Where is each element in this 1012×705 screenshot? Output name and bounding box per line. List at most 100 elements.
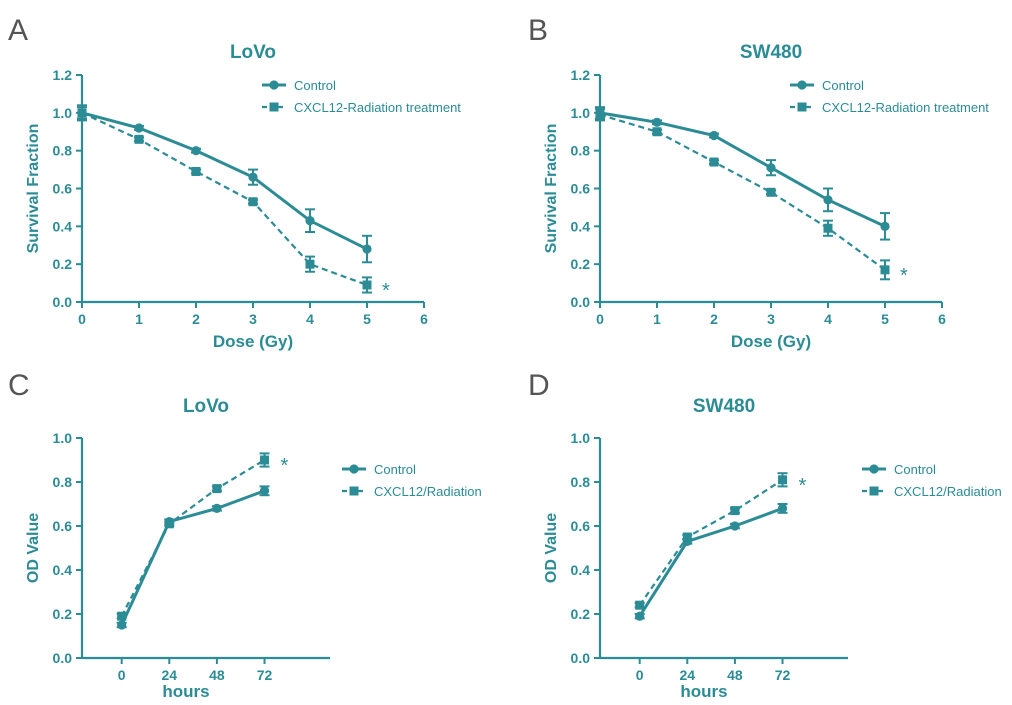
data-point [682, 532, 692, 542]
data-point [117, 620, 127, 630]
y-tick-label: 0.8 [571, 474, 591, 490]
legend-label: CXCL12-Radiation treatment [822, 100, 989, 115]
legend-marker [349, 464, 359, 474]
x-tick-label: 72 [775, 667, 791, 683]
y-tick-label: 0.4 [53, 562, 73, 578]
legend-label: CXCL12/Radiation [374, 484, 482, 499]
x-tick-label: 3 [767, 311, 775, 327]
significance-marker: * [900, 265, 908, 287]
chart-panel-b: B SW480 0.0 0.2 0.4 0.6 0.8 1.0 1.2 0 1 2 3 4 5 6 Dose (… [528, 14, 989, 351]
x-tick-label: 24 [162, 667, 178, 683]
y-tick-label: 1.2 [571, 67, 591, 83]
y-tick-label: 0.2 [53, 256, 73, 272]
panel-letter: C [8, 369, 30, 402]
legend-label: Control [374, 462, 416, 477]
x-axis-label: hours [680, 682, 727, 700]
legend: Control CXCL12-Radiation treatment [262, 78, 461, 115]
y-tick-label: 0.2 [571, 606, 591, 622]
data-point [362, 280, 372, 290]
series-circle [634, 503, 788, 621]
data-point [730, 506, 740, 516]
y-tick-label: 1.2 [53, 67, 73, 83]
y-tick-label: 0.0 [571, 650, 591, 666]
series-line [599, 113, 886, 271]
y-tick-label: 0.2 [53, 606, 73, 622]
chart-title: SW480 [693, 396, 755, 417]
series-square [634, 472, 788, 610]
data-point [652, 127, 662, 137]
y-axis-label: Survival Fraction [543, 124, 560, 254]
data-point [248, 197, 258, 207]
data-point [709, 130, 719, 141]
panel-letter: A [8, 14, 28, 47]
x-tick-label: 2 [710, 311, 718, 327]
x-tick-label: 1 [653, 311, 661, 327]
legend-label: Control [894, 462, 936, 477]
data-point [77, 108, 87, 118]
y-tick-label: 0.4 [571, 218, 591, 234]
data-point [117, 611, 127, 621]
x-tick-label: 5 [363, 311, 371, 327]
series-square [77, 106, 372, 294]
data-point [880, 221, 890, 231]
legend: Control CXCL12/Radiation [342, 462, 482, 499]
series-square [116, 452, 270, 621]
x-tick-label: 5 [881, 311, 889, 327]
data-point [766, 187, 776, 197]
panel-letter: D [528, 369, 550, 402]
data-point [635, 611, 645, 621]
x-axis-label: Dose (Gy) [213, 332, 293, 351]
legend: Control CXCL12/Radiation [862, 462, 1002, 499]
y-tick-label: 1.0 [53, 105, 73, 121]
series-line [638, 478, 784, 606]
series-line [81, 111, 368, 287]
y-axis-label: OD Value [25, 513, 42, 583]
series-line [638, 506, 784, 618]
chart-panel-d: D SW480 0.0 0.2 0.4 0.6 0.8 1.0 0 24 48 72 hours OD V… [528, 369, 1002, 701]
data-point [823, 223, 833, 233]
chart-title: LoVo [183, 396, 229, 417]
series-line [120, 489, 266, 626]
data-point [730, 521, 740, 531]
data-point [635, 600, 645, 610]
data-point [191, 146, 201, 156]
legend-marker [797, 80, 807, 90]
legend-marker [797, 102, 807, 112]
legend-label: Control [294, 78, 336, 93]
y-tick-label: 0.8 [53, 143, 73, 159]
y-tick-label: 0.0 [53, 650, 73, 666]
x-tick-label: 0 [118, 667, 126, 683]
legend-marker [349, 486, 359, 496]
y-tick-label: 1.0 [53, 430, 73, 446]
data-point [212, 503, 222, 513]
significance-marker: * [281, 455, 289, 477]
chart-title: SW480 [740, 42, 802, 63]
significance-marker: * [799, 475, 807, 497]
y-axis-label: Survival Fraction [25, 124, 42, 254]
x-axis-label: hours [162, 682, 209, 700]
data-point [823, 195, 833, 205]
y-tick-label: 0.0 [53, 294, 73, 310]
x-tick-label: 2 [192, 311, 200, 327]
x-tick-label: 24 [680, 667, 696, 683]
legend-label: CXCL12-Radiation treatment [294, 100, 461, 115]
data-point [709, 157, 719, 167]
data-point [260, 455, 270, 465]
y-tick-label: 0.6 [53, 518, 73, 534]
significance-marker: * [382, 280, 390, 302]
panel-letter: B [528, 14, 548, 47]
data-point [595, 110, 605, 120]
y-tick-label: 0.0 [571, 294, 591, 310]
legend-marker [869, 464, 879, 474]
data-point [134, 134, 144, 144]
x-tick-label: 4 [306, 311, 314, 327]
y-tick-label: 0.6 [571, 518, 591, 534]
data-point [880, 265, 890, 275]
series-circle [116, 485, 270, 630]
x-axis-label: Dose (Gy) [731, 332, 811, 351]
chart-panel-c: C LoVo 0.0 0.2 0.4 0.6 0.8 1.0 0 24 48 72 hours OD Va… [8, 369, 482, 701]
data-point [766, 163, 776, 173]
data-point [652, 117, 662, 127]
